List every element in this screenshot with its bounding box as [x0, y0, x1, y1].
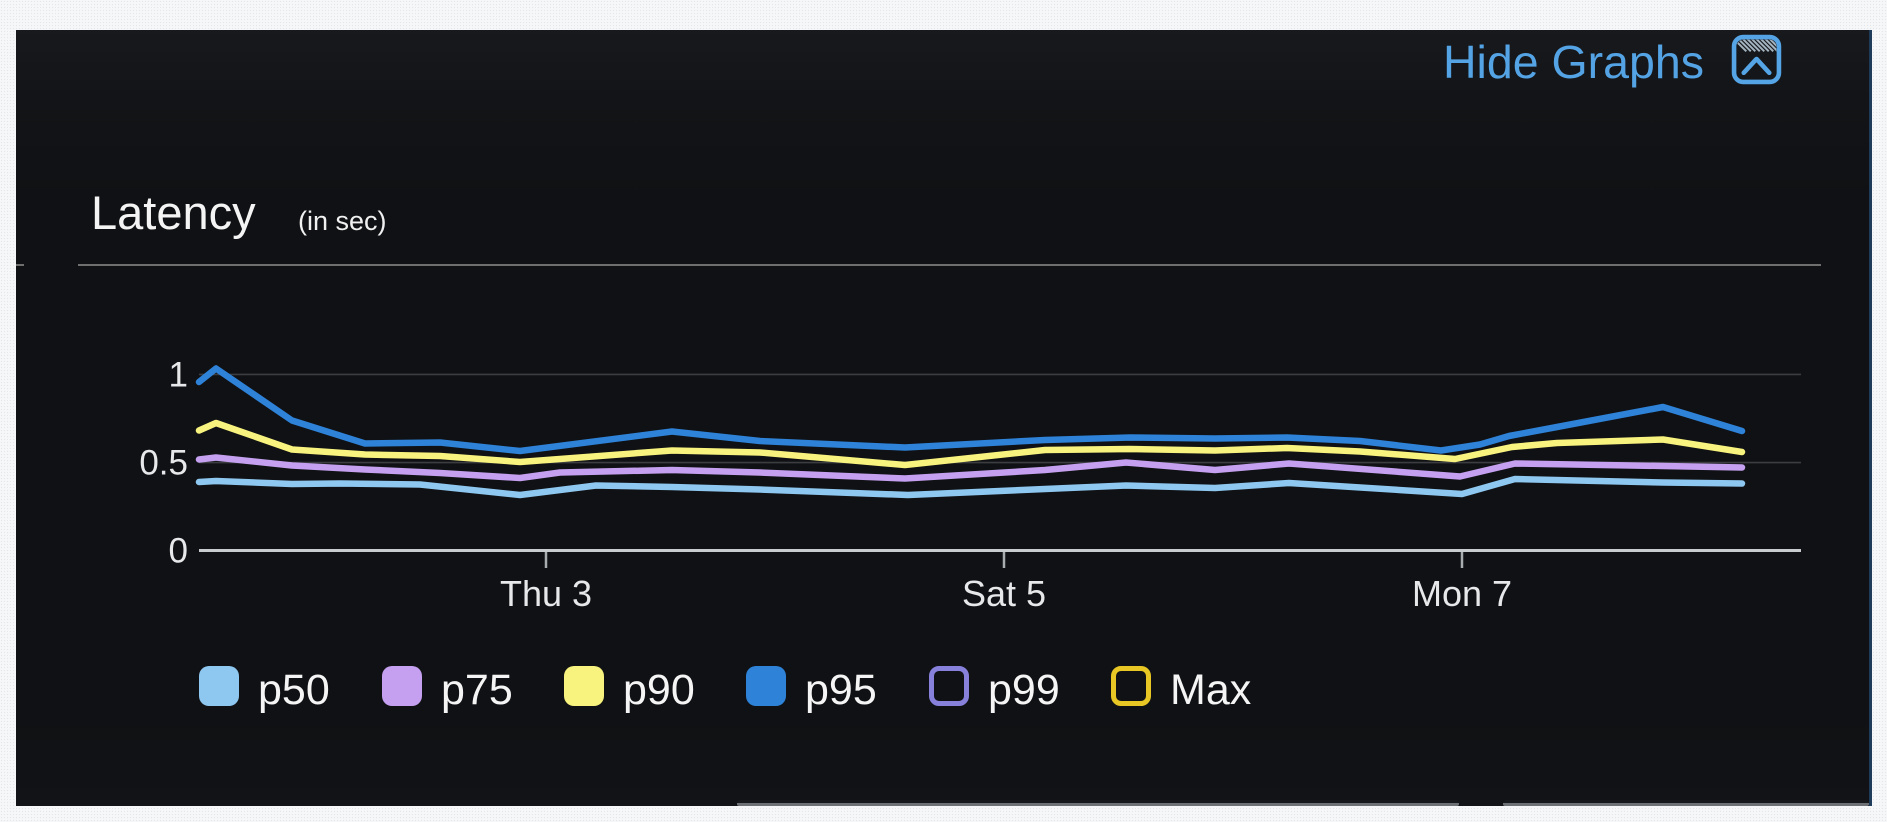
svg-text:0: 0 — [169, 532, 188, 571]
svg-text:Sat 5: Sat 5 — [962, 573, 1046, 614]
svg-text:1: 1 — [169, 356, 188, 395]
svg-text:Mon 7: Mon 7 — [1412, 573, 1512, 614]
svg-text:0.5: 0.5 — [139, 444, 188, 483]
svg-text:Thu 3: Thu 3 — [500, 573, 592, 614]
